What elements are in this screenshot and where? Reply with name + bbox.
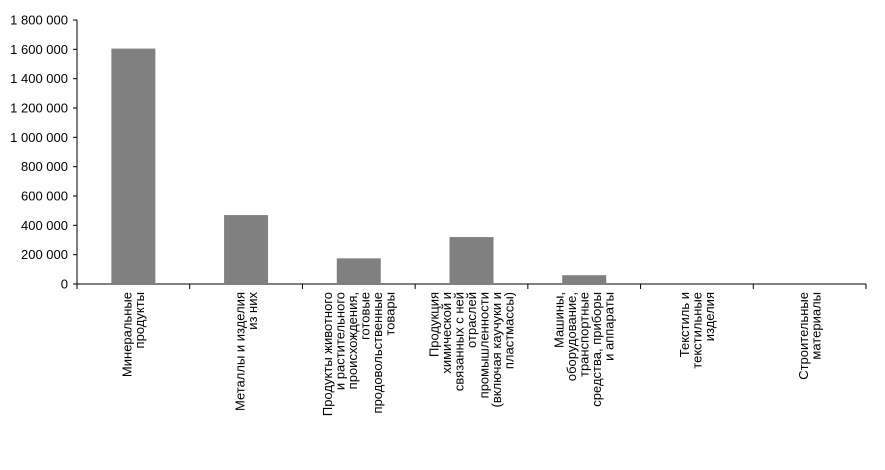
y-tick-label: 1 400 000 — [10, 71, 68, 86]
y-tick-label: 1 800 000 — [10, 13, 68, 28]
y-tick-label: 600 000 — [21, 189, 68, 204]
y-tick-label: 400 000 — [21, 218, 68, 233]
bar — [336, 258, 381, 284]
y-tick-label: 0 — [61, 277, 68, 292]
y-tick-label: 800 000 — [21, 159, 68, 174]
bar — [224, 215, 269, 284]
bars — [111, 48, 607, 284]
x-category-label: Металлы и изделияиз них — [232, 292, 259, 412]
x-category-label: Минеральныепродукты — [120, 292, 148, 377]
y-tick-label: 1 000 000 — [10, 130, 68, 145]
bar — [562, 275, 607, 284]
category-labels: Минеральныепродукты Металлы и изделияиз н… — [120, 292, 824, 417]
x-category-label: Продукты животногои растительногопроисхо… — [320, 292, 398, 416]
y-tick-label: 200 000 — [21, 247, 68, 262]
x-category-label: Строительныематериалы — [796, 292, 824, 380]
y-tick-label: 1 200 000 — [10, 101, 68, 116]
x-axis — [76, 283, 867, 289]
y-tick-label: 1 600 000 — [10, 42, 68, 57]
bar — [111, 48, 156, 284]
x-category-label: Продукцияхимической исвязанных с нейотра… — [427, 292, 517, 407]
x-category-label: Машины,оборудование,транспортныесредства… — [552, 292, 617, 407]
bar — [449, 237, 494, 284]
y-axis: 0 200 000 400 000 600 000 800 000 1 000 000 1 … — [10, 13, 78, 292]
x-category-label: Текстиль итекстильныеизделия — [677, 292, 717, 369]
